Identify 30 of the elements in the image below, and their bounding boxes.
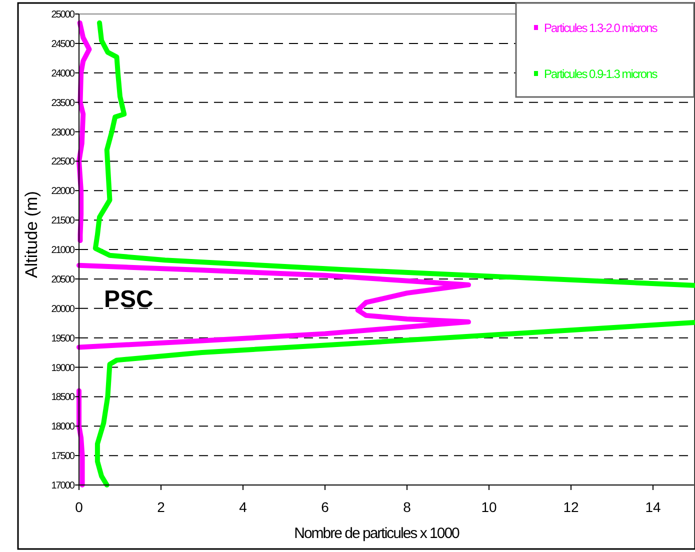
y-tick-label: 19000 bbox=[51, 362, 76, 374]
y-tick-label: 24000 bbox=[51, 68, 76, 80]
x-tick-label: 12 bbox=[563, 499, 579, 515]
y-tick-label: 17000 bbox=[51, 480, 76, 492]
x-tick-label: 14 bbox=[645, 499, 661, 515]
y-tick-label: 23000 bbox=[51, 127, 76, 138]
x-tick-label: 6 bbox=[321, 499, 330, 515]
legend-label: Particules 1.3-2.0 microns bbox=[544, 21, 658, 36]
y-tick-label: 23500 bbox=[51, 98, 76, 109]
y-tick-label: 20000 bbox=[51, 304, 76, 315]
x-tick-label: 8 bbox=[403, 499, 412, 515]
y-tick-label: 21500 bbox=[51, 216, 76, 227]
y-tick-label: 20500 bbox=[51, 274, 76, 286]
y-tick-label: 25000 bbox=[51, 10, 76, 20]
y-axis-title: Altitude (m) bbox=[22, 191, 41, 278]
y-tick-label: 19500 bbox=[51, 333, 76, 344]
x-tick-label: 4 bbox=[239, 499, 248, 515]
annotation: PSC bbox=[104, 286, 154, 313]
x-axis-title: Nombre de particules x 1000 bbox=[294, 525, 460, 542]
y-tick-label: 22000 bbox=[51, 186, 76, 198]
y-tick-label: 22500 bbox=[51, 156, 76, 168]
y-tick-label: 17500 bbox=[51, 451, 76, 462]
x-tick-label: 10 bbox=[481, 499, 497, 515]
y-tick-label: 21000 bbox=[51, 245, 76, 256]
y-tick-label: 18000 bbox=[51, 422, 76, 433]
x-tick-label: 0 bbox=[75, 499, 84, 515]
x-tick-label: 2 bbox=[157, 499, 166, 515]
y-tick-label: 24500 bbox=[51, 38, 76, 50]
legend-label: Particules 0.9-1.3 microns bbox=[544, 67, 658, 82]
y-tick-label: 18500 bbox=[51, 392, 76, 404]
